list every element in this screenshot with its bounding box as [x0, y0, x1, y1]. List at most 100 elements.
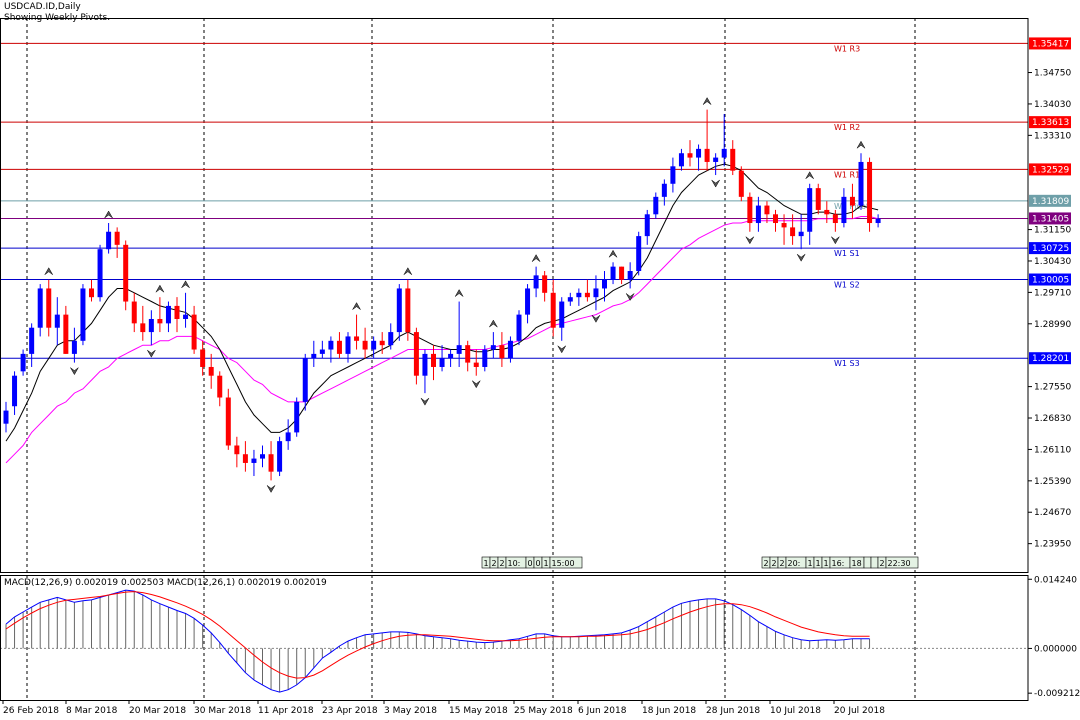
- macd-line: [5, 589, 870, 693]
- candle-body: [200, 349, 206, 367]
- candle-body: [3, 410, 9, 424]
- candle-body: [97, 249, 103, 298]
- candle-body: [165, 305, 171, 324]
- fractal-down-arrow: [591, 315, 601, 323]
- candle-body: [260, 454, 265, 459]
- fractal-up-arrow: [454, 289, 464, 297]
- fractal-up-arrow: [531, 254, 541, 262]
- candle-body: [773, 214, 778, 224]
- time-box-text: 1: [816, 559, 821, 568]
- candle-body: [849, 196, 855, 206]
- candle-body: [191, 314, 197, 350]
- date-tick-label: 25 May 2018: [514, 706, 573, 716]
- candle-body: [431, 353, 436, 367]
- candle-body: [251, 458, 257, 463]
- candle-body: [456, 345, 462, 354]
- fractal-down-arrow: [420, 397, 430, 406]
- candle-body: [388, 332, 394, 346]
- price-tag-label: 1.30005: [1032, 276, 1069, 286]
- candle-body: [499, 345, 505, 359]
- price-axis: 1.34750 1.34030 1.33310 1.31150 1.30430 1.297…: [1028, 69, 1080, 699]
- candle-body: [37, 288, 43, 328]
- price-tick-label: 1.33310: [1034, 131, 1071, 141]
- fractal-up-arrow: [489, 319, 498, 328]
- candle-body: [208, 366, 214, 376]
- fractal-up-arrow: [181, 280, 190, 289]
- time-box-cell: [549, 556, 583, 569]
- candle-body: [593, 288, 599, 298]
- candle-body: [516, 314, 522, 341]
- candle-body: [670, 166, 676, 184]
- price-tag-label: 1.30725: [1032, 244, 1069, 254]
- candle-body: [507, 340, 513, 359]
- candle-body: [798, 231, 804, 237]
- candle-body: [63, 314, 69, 354]
- grid: [26, 18, 916, 700]
- candle-body: [242, 454, 248, 463]
- candle-body: [636, 236, 642, 272]
- candle-body: [465, 345, 471, 363]
- candle-body: [815, 188, 821, 210]
- price-tag-label: 1.32529: [1032, 165, 1069, 175]
- fractal-up-arrow: [155, 284, 165, 293]
- time-box-text: 1: [808, 559, 813, 568]
- symbol-title: USDCAD.ID,Daily: [4, 2, 81, 12]
- panel-frames: [0, 18, 1029, 701]
- fractal-down-arrow: [557, 345, 566, 354]
- candle-body: [696, 148, 702, 158]
- date-tick-label: 30 Mar 2018: [194, 706, 251, 716]
- candle-body: [790, 227, 796, 237]
- candle-body: [755, 205, 761, 224]
- candle-body: [354, 336, 360, 341]
- candle-body: [644, 214, 650, 237]
- candle-body: [875, 218, 881, 224]
- candle-body: [867, 161, 873, 224]
- candle-body: [687, 153, 693, 158]
- date-tick-label: 20 Jul 2018: [834, 706, 885, 716]
- fractal-up-arrow: [702, 97, 712, 105]
- candle-body: [764, 205, 770, 215]
- candle-body: [858, 161, 864, 206]
- fractal-down-arrow: [796, 253, 806, 262]
- price-tag: [1029, 352, 1071, 365]
- time-box-text: 20:: [788, 559, 801, 568]
- pivot-label: W1 Pivot: [834, 202, 869, 211]
- price-tick-label: 1.26830: [1034, 414, 1071, 424]
- candle-body: [148, 318, 154, 333]
- ma-fast-line: [5, 163, 879, 442]
- candle-body: [362, 340, 368, 350]
- price-tick-label: 1.30430: [1034, 257, 1071, 267]
- candle-body: [345, 336, 351, 354]
- candle-body: [653, 196, 659, 215]
- candle-body: [567, 297, 573, 302]
- candle-body: [336, 340, 342, 354]
- candle-body: [661, 183, 667, 197]
- candle-body: [371, 340, 377, 350]
- time-box-text: 16:: [832, 559, 845, 568]
- candle-body: [439, 358, 445, 367]
- time-box-text: 1: [484, 559, 489, 568]
- macd-label: MACD(12,26,9) 0.002019 0.002503 MACD(12,…: [4, 578, 327, 588]
- candle-body: [704, 148, 710, 162]
- price-tick-label: 1.26110: [1034, 445, 1071, 455]
- candle-body: [225, 397, 231, 446]
- candle-body: [268, 454, 274, 472]
- macd-panel-frame: [0, 575, 1029, 701]
- price-tag: [1029, 163, 1071, 176]
- candle-body: [559, 301, 565, 328]
- fractal-down-arrow: [472, 380, 481, 389]
- time-box-cell: [885, 556, 919, 569]
- fractal-down-arrow: [745, 236, 755, 245]
- pivot-label: W1 S2: [834, 281, 860, 290]
- pivot-label: W1 S1: [834, 249, 860, 258]
- time-box-text: 2: [880, 559, 885, 568]
- price-tag: [1029, 273, 1071, 286]
- candle-body: [824, 209, 830, 215]
- price-tick-label: 1.28990: [1034, 320, 1071, 330]
- candle-body: [422, 353, 428, 376]
- date-tick-label: 28 Jun 2018: [706, 706, 760, 716]
- macd-tick-label: -0.009212: [1034, 689, 1080, 699]
- candle-body: [678, 153, 684, 167]
- candle-body: [183, 314, 189, 319]
